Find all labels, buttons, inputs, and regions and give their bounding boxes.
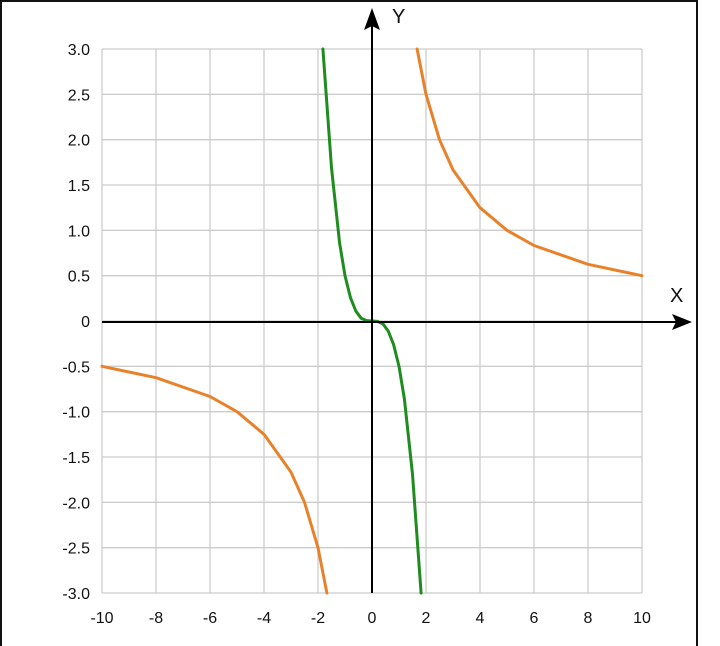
chart-frame xyxy=(0,0,698,646)
y-axis-label: Y xyxy=(392,6,405,28)
x-tick-label: 4 xyxy=(476,610,485,627)
x-tick-label: 2 xyxy=(422,610,431,627)
y-tick-label: -3.0 xyxy=(62,586,90,603)
x-tick-label: 0 xyxy=(368,610,377,627)
y-tick-label: 3.0 xyxy=(68,42,90,59)
tick-labels: -10 -8 -6 -4 -2 0 2 4 6 8 10 3.0 2.5 2.0 1.5 1.0 0.5 0 -0.… xyxy=(62,42,651,627)
y-tick-label: 1.0 xyxy=(68,223,90,240)
x-tick-label: -4 xyxy=(257,610,271,627)
y-tick-label: -1.0 xyxy=(62,405,90,422)
y-tick-label: -2.0 xyxy=(62,495,90,512)
x-tick-label: -8 xyxy=(149,610,163,627)
y-tick-label: 0 xyxy=(81,314,90,331)
x-axis-label: X xyxy=(670,285,683,307)
axes xyxy=(102,8,692,593)
x-axis-arrow xyxy=(672,314,692,330)
y-tick-label: 2.5 xyxy=(68,87,90,104)
y-tick-label: 0.5 xyxy=(68,269,90,286)
y-tick-label: -0.5 xyxy=(62,359,90,376)
y-tick-label: 1.5 xyxy=(68,178,90,195)
x-tick-label: -6 xyxy=(203,610,217,627)
x-tick-label: 10 xyxy=(633,610,651,627)
y-axis-arrow xyxy=(364,8,380,30)
x-tick-label: -2 xyxy=(311,610,325,627)
series-0-line-segment xyxy=(415,47,644,278)
x-tick-label: 6 xyxy=(530,610,539,627)
x-tick-label: -10 xyxy=(90,610,113,627)
x-tick-label: 8 xyxy=(584,610,593,627)
series-0-line-segment xyxy=(100,364,329,595)
y-tick-label: 2.0 xyxy=(68,133,90,150)
y-tick-label: -1.5 xyxy=(62,450,90,467)
y-tick-label: -2.5 xyxy=(62,541,90,558)
